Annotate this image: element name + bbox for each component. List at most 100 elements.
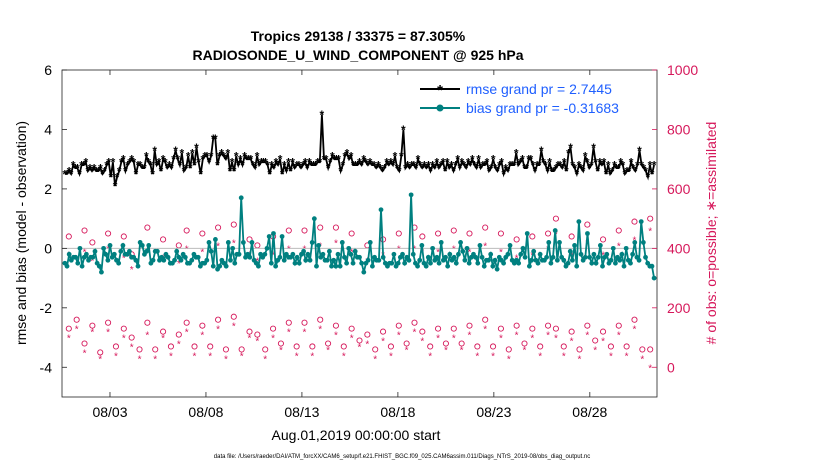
obs-possible-low [364, 331, 371, 338]
rmse-point: * [503, 162, 508, 176]
rmse-point: * [127, 156, 132, 170]
obs-possible-low [395, 322, 402, 329]
obs-possible-low [81, 340, 88, 347]
obs-possible-low [639, 346, 646, 353]
obs-assimilated-low: * [373, 354, 377, 365]
rmse-point: * [200, 153, 205, 167]
bias-point [64, 263, 70, 269]
bias-point [565, 260, 571, 266]
rmse-point: * [370, 159, 375, 173]
rmse-point: * [294, 159, 299, 173]
bias-point [456, 251, 461, 257]
rmse-point: * [345, 147, 350, 161]
obs-assimilated-high: * [617, 241, 621, 252]
rmse-point: * [497, 159, 502, 173]
obs-assimilated-low: * [122, 334, 126, 345]
rmse-point: * [215, 159, 220, 173]
rmse-point: * [487, 165, 492, 179]
bias-point [380, 254, 386, 260]
bias-point [279, 234, 285, 239]
bias-point [458, 240, 463, 245]
rmse-point: * [395, 162, 400, 176]
rmse-point: * [165, 162, 170, 176]
bias-point [608, 257, 614, 263]
y-right-tick-label: 400 [667, 240, 691, 256]
rmse-point: * [608, 168, 613, 182]
rmse-point: * [372, 159, 377, 173]
rmse-point: * [420, 162, 425, 176]
rmse-point: * [190, 147, 195, 161]
bias-point [79, 263, 85, 269]
x-axis: 08/03 08/08 08/13 08/18 08/23 08/28 [92, 70, 608, 420]
rmse-point: * [246, 153, 251, 167]
legend-bias-label: bias grand pr = -0.31683 [466, 100, 619, 116]
obs-assimilated-low: * [67, 334, 71, 345]
rmse-point: * [219, 147, 224, 161]
bias-point [305, 251, 311, 257]
obs-assimilated-low: * [263, 354, 267, 365]
rmse-point: * [284, 165, 289, 179]
rmse-point: * [633, 165, 638, 179]
obs-assimilated-high: * [200, 247, 204, 258]
obs-possible-high [120, 233, 127, 240]
bias-point [628, 260, 633, 266]
bias-point [582, 254, 588, 260]
bias-point [591, 251, 597, 257]
x-tick-label: 08/08 [188, 404, 223, 420]
rmse-point: * [140, 162, 145, 176]
obs-possible-low [623, 343, 630, 350]
rmse-point: * [411, 159, 416, 173]
rmse-point: * [292, 162, 297, 176]
obs-possible-low [254, 331, 261, 338]
obs-assimilated-low: * [224, 354, 228, 365]
bias-point [314, 263, 319, 269]
bias-point [651, 275, 657, 281]
rmse-point: * [320, 108, 325, 122]
obs-assimilated-low: * [295, 351, 299, 362]
rmse-point: * [441, 156, 446, 170]
bias-point [178, 257, 184, 263]
obs-possible-low [105, 319, 112, 326]
obs-possible-low [576, 346, 583, 353]
obs-assimilated-low: * [248, 334, 252, 345]
bias-point [120, 242, 126, 248]
bias-point [290, 251, 296, 257]
obs-possible-low [65, 325, 72, 332]
rmse-point: * [336, 153, 341, 167]
rmse-point: * [543, 159, 548, 173]
rmse-point: * [157, 156, 162, 170]
rmse-point: * [535, 159, 540, 173]
obs-assimilated-low: * [138, 354, 142, 365]
obs-possible-low [73, 316, 80, 323]
obs-assimilated-low: * [491, 351, 495, 362]
bias-point [378, 207, 384, 213]
rmse-point: * [526, 153, 531, 167]
obs-possible-low [301, 319, 308, 326]
bias-point [262, 251, 268, 257]
obs-assimilated-high: * [232, 238, 236, 249]
y-right-tick-label: 800 [667, 121, 691, 137]
rmse-point: * [564, 165, 569, 179]
bias-point [623, 245, 629, 251]
obs-assimilated-low: * [153, 354, 157, 365]
bias-point [195, 254, 201, 260]
obs-possible-low [372, 346, 379, 353]
bias-point [303, 257, 309, 263]
rmse-point: * [518, 156, 523, 170]
rmse-point: * [259, 156, 264, 170]
rmse-point: * [96, 165, 101, 179]
rmse-point: * [581, 165, 586, 179]
rmse-point: * [267, 168, 272, 182]
bias-point [225, 240, 231, 245]
obs-assimilated-low: * [177, 339, 181, 350]
obs-assimilated-low: * [193, 351, 197, 362]
bias-point [574, 263, 580, 269]
rmse-point: * [480, 159, 485, 173]
rmse-point: * [322, 153, 327, 167]
rmse-point: * [514, 147, 519, 161]
rmse-point: * [77, 168, 82, 182]
bias-point [473, 254, 479, 260]
y-left-tick-label: 0 [44, 240, 52, 256]
obs-assimilated-low: * [625, 351, 629, 362]
